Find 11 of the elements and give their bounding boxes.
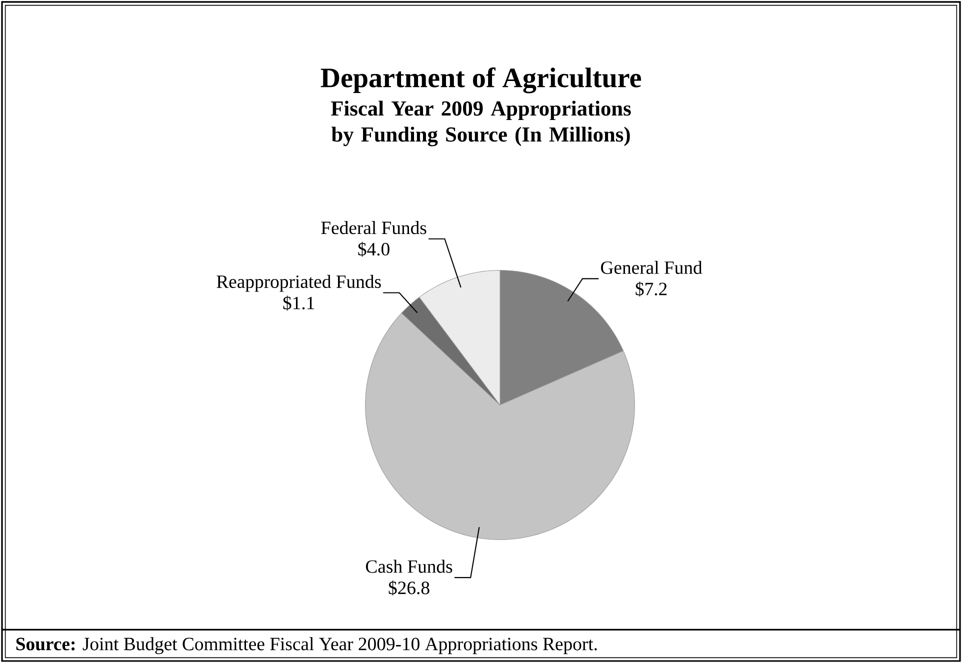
data-label: $7.2	[636, 282, 667, 297]
data-label: $1.1	[283, 296, 314, 311]
data-label: $26.8	[388, 580, 430, 596]
chart-title: Department of Agriculture	[320, 67, 641, 94]
data-label: $4.0	[358, 242, 390, 257]
slice-label: General Fund	[601, 260, 702, 274]
chart-subtitle: Fiscal Year 2009 Appropriations by Funding Source (In Millions)	[331, 100, 631, 146]
slice-label: Reappropriated Funds	[216, 274, 381, 292]
text: Source: Joint Budget Committee Fiscal Year 2009-10 Appropriations Report.	[16, 637, 597, 654]
slice-label: Federal Funds	[321, 221, 426, 234]
slice-label: Cash Funds	[366, 560, 452, 573]
